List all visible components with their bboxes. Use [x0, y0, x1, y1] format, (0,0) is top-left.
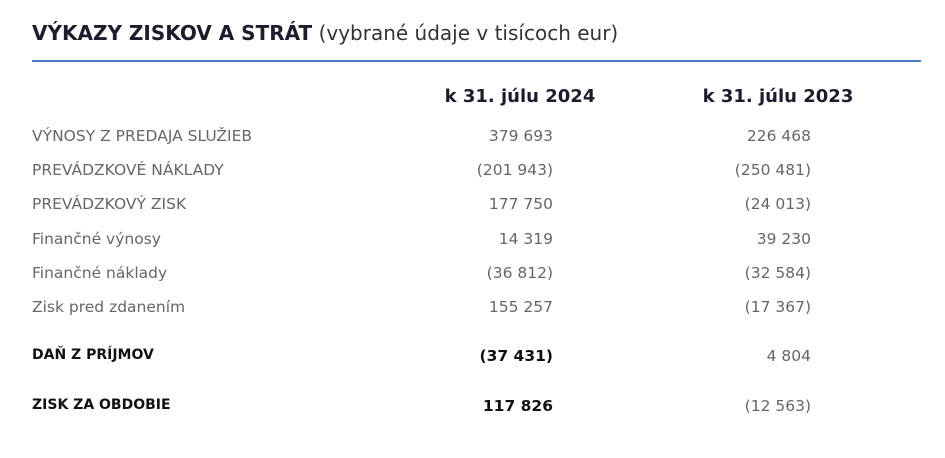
cell-value: 177 750: [488, 195, 553, 213]
table-row: PREVÁDZKOVÝ ZISK 177 750 (24 013): [0, 195, 945, 219]
divider: [32, 60, 921, 62]
table-row: PREVÁDZKOVÉ NÁKLADY (201 943) (250 481): [0, 161, 945, 185]
row-label: Finančné výnosy: [32, 230, 161, 248]
cell-value: (250 481): [734, 161, 811, 179]
cell-value: 155 257: [488, 298, 553, 316]
table-row: Zisk pred zdanením 155 257 (17 367): [0, 298, 945, 322]
row-label: PREVÁDZKOVÉ NÁKLADY: [32, 161, 224, 179]
cell-value: (32 584): [744, 264, 811, 282]
column-header: k 31. júlu 2023: [702, 86, 854, 107]
row-label: DAŇ Z PRÍJMOV: [32, 347, 154, 363]
table-row: Finančné výnosy 14 319 39 230: [0, 230, 945, 254]
cell-value: 39 230: [756, 230, 811, 248]
row-label: Finančné náklady: [32, 264, 168, 282]
row-label: ZISK ZA OBDOBIE: [32, 397, 171, 413]
table-row: ZISK ZA OBDOBIE 117 826 (12 563): [0, 397, 945, 421]
cell-value: 14 319: [498, 230, 553, 248]
cell-value: (12 563): [744, 397, 811, 415]
column-header: k 31. júlu 2024: [444, 86, 596, 107]
cell-value: 4 804: [766, 347, 811, 365]
cell-value: (37 431): [479, 347, 554, 365]
row-label: Zisk pred zdanením: [32, 298, 186, 316]
cell-value: 117 826: [482, 397, 553, 415]
cell-value: (36 812): [486, 264, 553, 282]
row-label: PREVÁDZKOVÝ ZISK: [32, 195, 187, 213]
cell-value: (201 943): [476, 161, 553, 179]
table-row: Finančné náklady (36 812) (32 584): [0, 264, 945, 288]
cell-value: (24 013): [744, 195, 811, 213]
cell-value: (17 367): [744, 298, 811, 316]
title-subtitle: (vybrané údaje v tisícoch eur): [318, 21, 619, 45]
table-row: VÝNOSY Z PREDAJA SLUŽIEB 379 693 226 468: [0, 127, 945, 151]
cell-value: 379 693: [488, 127, 553, 145]
title: VÝKAZY ZISKOV A STRÁT (vybrané údaje v t…: [32, 21, 618, 45]
cell-value: 226 468: [746, 127, 811, 145]
title-main: VÝKAZY ZISKOV A STRÁT: [32, 21, 313, 45]
table-row: DAŇ Z PRÍJMOV (37 431) 4 804: [0, 347, 945, 371]
row-label: VÝNOSY Z PREDAJA SLUŽIEB: [32, 127, 253, 145]
